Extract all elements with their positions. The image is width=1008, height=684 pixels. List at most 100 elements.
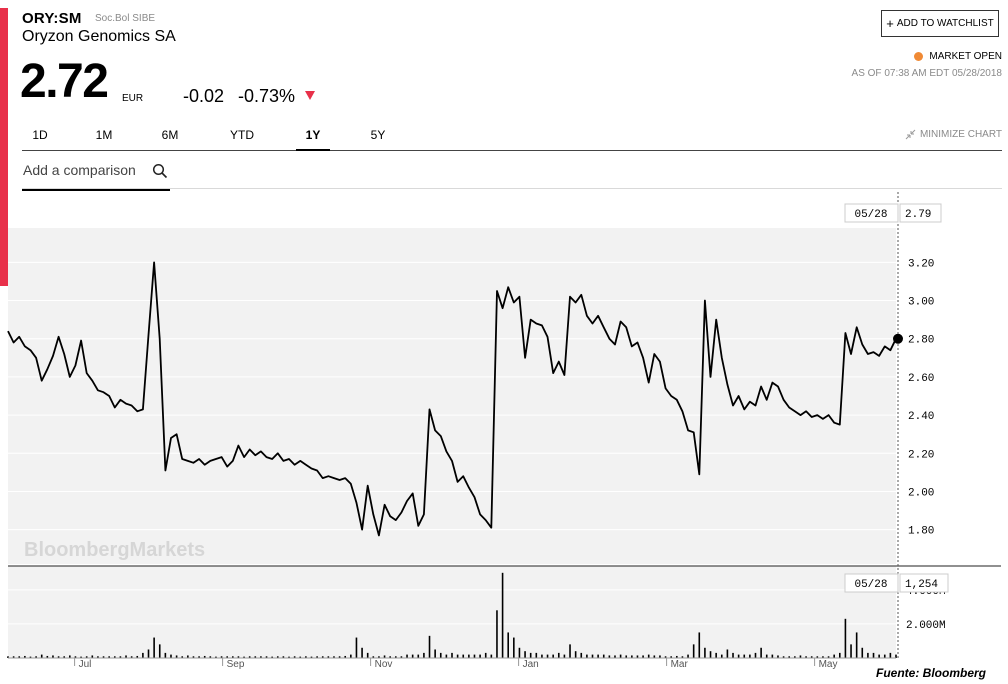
volume-bar (732, 652, 734, 658)
volume-bar (271, 656, 273, 658)
volume-bar (276, 656, 279, 658)
volume-bar (18, 656, 21, 658)
volume-bar (187, 655, 189, 658)
tab-6m[interactable]: 6M (161, 128, 179, 142)
minimize-label: MINIMIZE CHART (919, 129, 1002, 140)
tab-5y[interactable]: 5Y (370, 128, 386, 142)
volume-bar (749, 654, 751, 658)
volume-bar (411, 654, 414, 658)
volume-bar (569, 644, 571, 658)
volume-bar (659, 655, 661, 658)
price-y-tick-label: 2.80 (908, 335, 934, 347)
down-arrow-icon (305, 91, 315, 100)
volume-bar (507, 632, 510, 658)
volume-bar (215, 656, 217, 658)
volume-bar (805, 656, 807, 658)
volume-bar (541, 654, 543, 658)
volume-bar (220, 656, 223, 658)
volume-bar (389, 656, 391, 658)
volume-plot-background (8, 566, 896, 658)
volume-bar (417, 654, 420, 658)
comparison-search[interactable]: Add a comparison (22, 155, 170, 191)
volume-bar (7, 656, 9, 658)
volume-bar (867, 652, 869, 658)
search-icon (152, 163, 168, 179)
volume-y-tick-label: 2.000M (906, 620, 946, 632)
currency-code: EUR (122, 93, 144, 104)
plus-icon: + (886, 16, 894, 31)
volume-bar (743, 654, 746, 658)
volume-bar (883, 654, 886, 658)
volume-bar (108, 656, 110, 658)
volume-bar (57, 656, 60, 658)
add-to-watchlist-button[interactable]: + ADD TO WATCHLIST (881, 10, 999, 37)
volume-bar (619, 654, 622, 658)
volume-bar (254, 656, 257, 658)
volume-bar (130, 656, 133, 658)
market-status-label: MARKET OPEN (929, 51, 1002, 62)
volume-bar (439, 652, 442, 658)
volume-bar (428, 635, 431, 658)
x-tick-label: Jan (523, 659, 539, 670)
volume-bar (85, 656, 88, 658)
volume-bar (52, 655, 54, 658)
price-plot-background (8, 228, 896, 564)
volume-bar (372, 656, 375, 658)
bloomberg-watermark: BloombergMarkets (24, 539, 205, 561)
volume-bar (614, 655, 616, 658)
volume-bar (192, 656, 195, 658)
volume-bar (102, 656, 105, 658)
volume-bar (164, 652, 167, 658)
volume-bar (97, 656, 99, 658)
price-change-percent: -0.73% (238, 86, 296, 106)
volume-bar (529, 652, 532, 658)
volume-bar (490, 654, 493, 658)
tab-1m[interactable]: 1M (95, 128, 113, 142)
volume-bar (681, 656, 684, 658)
last-price: 2.72 (20, 55, 109, 108)
volume-bar (777, 655, 779, 658)
price-date-box (844, 203, 899, 223)
volume-bar (484, 652, 487, 658)
market-status: MARKET OPEN (914, 51, 1002, 62)
volume-bar (602, 654, 605, 658)
minimize-chart-button[interactable]: MINIMIZE CHART (905, 129, 1002, 140)
volume-bar (198, 656, 200, 658)
volume-bar (74, 656, 77, 658)
volume-bar (63, 656, 66, 658)
volume-bar (203, 655, 206, 658)
volume-bar (378, 656, 380, 658)
volume-bar (580, 652, 583, 658)
price-y-tick-label: 2.60 (908, 373, 934, 385)
status-dot-icon (914, 52, 924, 61)
volume-bar (698, 632, 701, 658)
volume-bar (226, 656, 228, 658)
volume-bar (468, 654, 470, 658)
accent-bar (0, 8, 8, 286)
volume-bar (310, 656, 313, 658)
tab-ytd[interactable]: YTD (230, 128, 254, 142)
volume-bar (546, 654, 549, 658)
volume-bar (479, 654, 481, 658)
volume-bar (361, 647, 363, 658)
volume-bar (355, 637, 358, 658)
volume-bar (636, 655, 639, 658)
volume-bar (24, 655, 26, 658)
volume-bar (878, 654, 880, 658)
volume-date-label: 05/28 (854, 579, 887, 591)
price-y-tick-label: 2.20 (908, 449, 934, 461)
volume-bar (799, 655, 802, 658)
volume-bar (451, 652, 453, 658)
chart-top-divider (22, 188, 1002, 189)
volume-bar (844, 618, 847, 658)
price-date-label: 05/28 (854, 209, 887, 221)
volume-bar (704, 647, 706, 658)
volume-bar (726, 649, 729, 658)
tab-1y[interactable]: 1Y (296, 128, 330, 151)
volume-date-box (844, 573, 899, 593)
volume-bar (142, 652, 144, 658)
volume-bar (664, 656, 667, 658)
tab-1d[interactable]: 1D (32, 128, 48, 142)
volume-bar (827, 656, 830, 658)
